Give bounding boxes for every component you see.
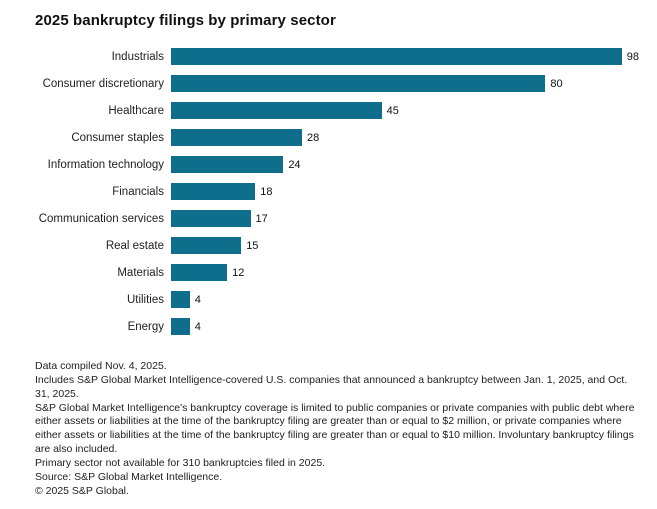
footnote-line: Source: S&P Global Market Intelligence. — [35, 470, 223, 483]
bar — [171, 237, 242, 254]
chart-row: Utilities 4 — [35, 286, 639, 313]
category-label: Utilities — [126, 293, 164, 306]
bar — [171, 75, 546, 92]
chart-row: Communication services 17 — [35, 205, 639, 232]
bar-value-label: 4 — [194, 320, 201, 333]
bar-value-label: 98 — [626, 50, 639, 63]
chart-row: Industrials 98 — [35, 43, 639, 70]
bar — [171, 48, 622, 65]
bar-value-label: 12 — [232, 266, 245, 279]
bar-value-label: 17 — [255, 212, 268, 225]
bar-area: 18 — [171, 178, 639, 205]
category-label: Industrials — [111, 50, 164, 63]
footnote-line: Primary sector not available for 310 ban… — [35, 457, 326, 470]
bar-area: 4 — [171, 286, 639, 313]
bar — [171, 129, 303, 146]
category-label: Healthcare — [108, 104, 164, 117]
footnote-line: S&P Global Market Intelligence's bankrup… — [35, 401, 635, 456]
bar-value-label: 80 — [550, 77, 563, 90]
bar-chart: Industrials 98 Consumer discretionary 80 Hea… — [35, 43, 639, 340]
chart-row: Financials 18 — [35, 178, 639, 205]
bar-value-label: 18 — [260, 185, 273, 198]
bar — [171, 318, 190, 335]
bar — [171, 183, 256, 200]
bar-value-label: 28 — [307, 131, 320, 144]
footnote-line: Includes S&P Global Market Intelligence-… — [35, 373, 628, 400]
bar-area: 17 — [171, 205, 639, 232]
footnote-line: © 2025 S&P Global. — [35, 484, 129, 497]
bar — [171, 102, 382, 119]
bar-area: 28 — [171, 124, 639, 151]
bar-area: 45 — [171, 97, 639, 124]
category-label: Consumer discretionary — [42, 77, 164, 90]
bar-area: 4 — [171, 313, 639, 340]
category-label: Real estate — [105, 239, 164, 252]
bar-value-label: 15 — [246, 239, 259, 252]
category-label: Materials — [117, 266, 164, 279]
category-label: Financials — [112, 185, 164, 198]
category-label: Communication services — [38, 212, 164, 225]
category-label: Information technology — [47, 158, 164, 171]
bar — [171, 156, 284, 173]
bar — [171, 291, 190, 308]
category-label: Consumer staples — [71, 131, 164, 144]
category-label: Energy — [127, 320, 164, 333]
footnote-line: Data compiled Nov. 4, 2025. — [35, 360, 167, 372]
chart-title: 2025 bankruptcy filings by primary secto… — [35, 12, 336, 29]
chart-row: Consumer staples 28 — [35, 124, 639, 151]
chart-row: Information technology 24 — [35, 151, 639, 178]
bar-value-label: 24 — [288, 158, 301, 171]
chart-row: Consumer discretionary 80 — [35, 70, 639, 97]
bar — [171, 264, 228, 281]
bar-value-label: 4 — [194, 293, 201, 306]
bar-area: 98 — [171, 43, 639, 70]
chart-row: Healthcare 45 — [35, 97, 639, 124]
footnotes: Data compiled Nov. 4, 2025. Includes S&P … — [35, 360, 635, 499]
chart-row: Energy 4 — [35, 313, 639, 340]
bar-area: 24 — [171, 151, 639, 178]
chart-row: Real estate 15 — [35, 232, 639, 259]
bar-area: 15 — [171, 232, 639, 259]
bar — [171, 210, 251, 227]
bar-area: 80 — [171, 70, 639, 97]
bar-area: 12 — [171, 259, 639, 286]
bar-value-label: 45 — [386, 104, 399, 117]
chart-row: Materials 12 — [35, 259, 639, 286]
